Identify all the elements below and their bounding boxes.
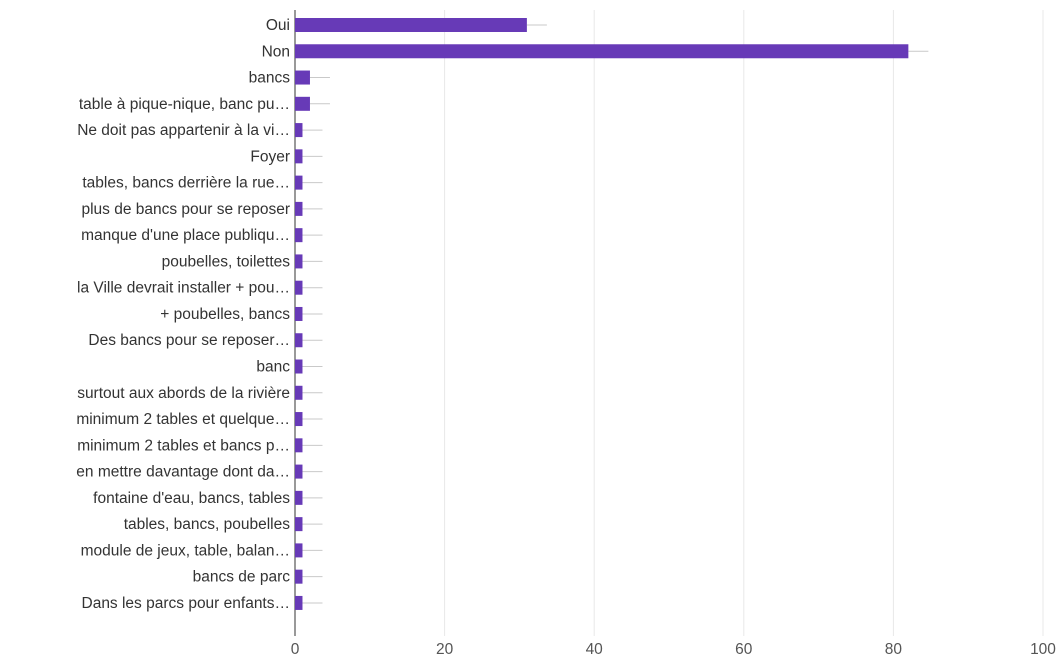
x-tick-label: 40 bbox=[586, 641, 604, 658]
category-label: Dans les parcs pour enfants… bbox=[82, 595, 291, 612]
category-label: la Ville devrait installer + pou… bbox=[77, 280, 290, 297]
bar-17 bbox=[295, 464, 303, 479]
bar-21 bbox=[295, 569, 303, 584]
category-label: surtout aux abords de la rivière bbox=[77, 385, 290, 402]
category-label: en mettre davantage dont da… bbox=[76, 464, 290, 481]
bar-2 bbox=[295, 70, 310, 85]
bar-12 bbox=[295, 333, 303, 348]
bar-14 bbox=[295, 385, 303, 400]
x-tick-label: 100 bbox=[1030, 641, 1056, 658]
bar-16 bbox=[295, 438, 303, 453]
category-label: minimum 2 tables et quelque… bbox=[76, 411, 290, 428]
category-label: Ne doit pas appartenir à la vi… bbox=[77, 122, 290, 139]
bar-0 bbox=[295, 18, 527, 32]
x-tick-label: 80 bbox=[885, 641, 903, 658]
bar-15 bbox=[295, 412, 303, 427]
bar-11 bbox=[295, 306, 303, 321]
category-label: plus de bancs pour se reposer bbox=[81, 201, 290, 218]
bar-9 bbox=[295, 254, 303, 269]
category-label: bancs de parc bbox=[193, 569, 291, 586]
category-label: Des bancs pour se reposer… bbox=[88, 332, 290, 349]
bar-1 bbox=[295, 44, 909, 59]
category-label: banc bbox=[256, 359, 290, 376]
category-label: minimum 2 tables et bancs p… bbox=[77, 437, 290, 454]
bar-19 bbox=[295, 517, 303, 532]
category-label: Oui bbox=[266, 17, 290, 34]
bar-5 bbox=[295, 149, 303, 164]
bar-13 bbox=[295, 359, 303, 374]
bar-8 bbox=[295, 228, 303, 243]
x-tick-label: 20 bbox=[436, 641, 454, 658]
bar-6 bbox=[295, 175, 303, 190]
category-label: bancs bbox=[249, 70, 291, 87]
bar-4 bbox=[295, 123, 303, 138]
category-label: tables, bancs, poubelles bbox=[124, 516, 291, 533]
bar-7 bbox=[295, 201, 303, 216]
category-label: module de jeux, table, balan… bbox=[81, 542, 290, 559]
category-label: table à pique-nique, banc pu… bbox=[79, 96, 290, 113]
bar-20 bbox=[295, 543, 303, 558]
bar-10 bbox=[295, 280, 303, 295]
bar-18 bbox=[295, 490, 303, 505]
x-tick-label: 0 bbox=[291, 641, 300, 658]
category-label: Foyer bbox=[250, 148, 290, 165]
x-tick-label: 60 bbox=[735, 641, 753, 658]
bar-22 bbox=[295, 595, 303, 610]
category-label: tables, bancs derrière la rue… bbox=[82, 175, 290, 192]
category-label: fontaine d'eau, bancs, tables bbox=[93, 490, 290, 507]
bar-3 bbox=[295, 96, 310, 111]
category-label: poubelles, toilettes bbox=[162, 253, 291, 270]
category-label: + poubelles, bancs bbox=[160, 306, 290, 323]
category-label: manque d'une place publiqu… bbox=[81, 227, 290, 244]
category-label: Non bbox=[262, 43, 290, 60]
